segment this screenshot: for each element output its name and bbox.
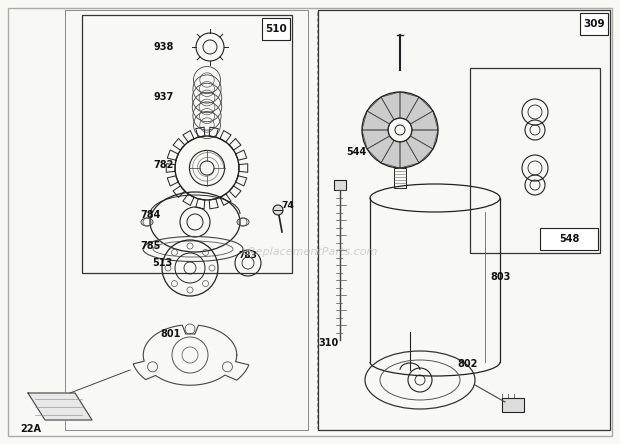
Text: 544: 544 — [346, 147, 366, 157]
Bar — [540, 228, 598, 250]
Bar — [82, 15, 292, 273]
Polygon shape — [381, 92, 400, 119]
Polygon shape — [362, 130, 389, 149]
Bar — [318, 10, 610, 430]
Polygon shape — [406, 97, 433, 124]
Text: 74: 74 — [281, 201, 294, 210]
Text: 22A: 22A — [20, 424, 41, 434]
Text: 782: 782 — [153, 160, 174, 170]
Polygon shape — [367, 136, 394, 163]
Text: 802: 802 — [457, 359, 477, 369]
Text: 801: 801 — [160, 329, 180, 339]
Bar — [334, 180, 346, 190]
Polygon shape — [381, 140, 400, 168]
Polygon shape — [400, 92, 419, 119]
Text: 510: 510 — [265, 24, 287, 34]
Text: 785: 785 — [140, 241, 161, 251]
Text: eReplacementParts.com: eReplacementParts.com — [242, 247, 378, 257]
Polygon shape — [28, 393, 92, 420]
Polygon shape — [410, 111, 438, 130]
Text: 937: 937 — [153, 92, 173, 102]
Bar — [262, 18, 290, 40]
Bar — [65, 10, 308, 430]
Bar — [502, 398, 524, 412]
Polygon shape — [406, 136, 433, 163]
Polygon shape — [410, 130, 438, 149]
Text: 513: 513 — [152, 258, 172, 268]
Text: 783: 783 — [239, 251, 257, 260]
Bar — [580, 13, 608, 35]
Text: 309: 309 — [583, 19, 605, 29]
Bar — [394, 168, 406, 188]
Polygon shape — [400, 140, 419, 168]
Bar — [470, 68, 600, 253]
Text: 310: 310 — [318, 338, 339, 348]
Polygon shape — [362, 111, 389, 130]
Polygon shape — [367, 97, 394, 124]
Text: 803: 803 — [490, 272, 510, 282]
Text: 938: 938 — [153, 42, 174, 52]
Text: 784: 784 — [140, 210, 161, 220]
Circle shape — [273, 205, 283, 215]
Text: 548: 548 — [559, 234, 579, 244]
